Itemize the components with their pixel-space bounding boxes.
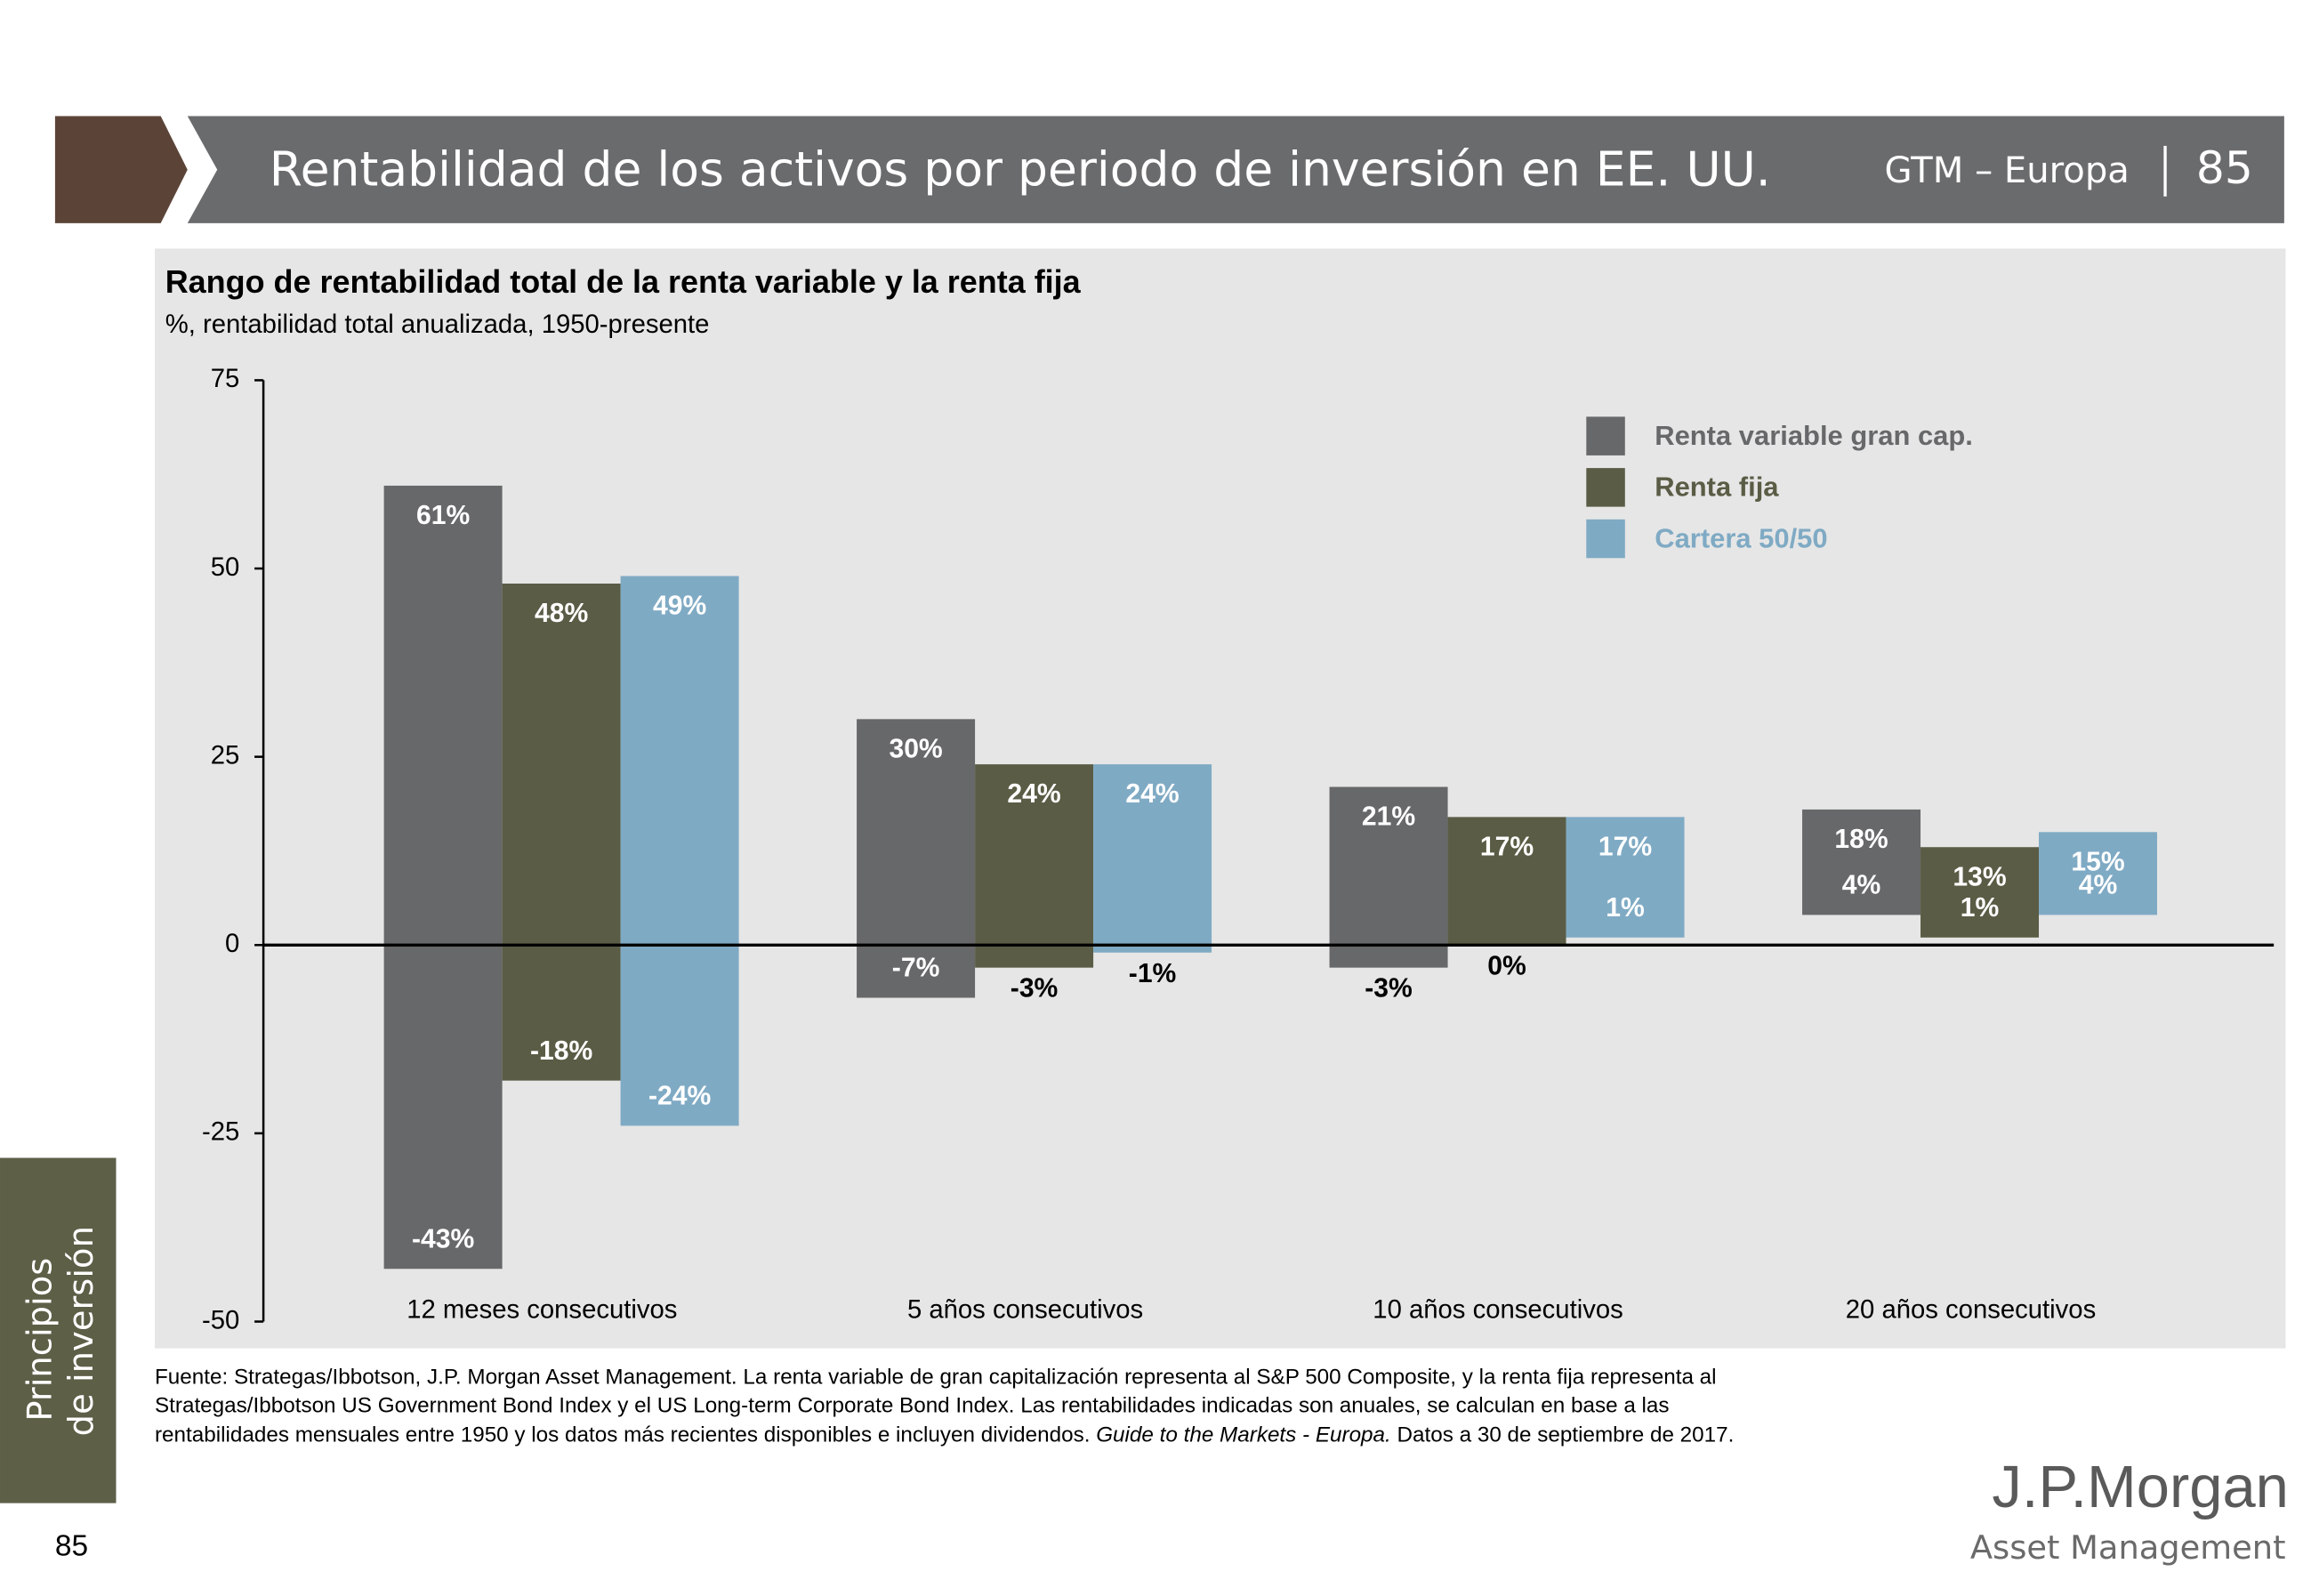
bar: [383, 485, 503, 1270]
bar: [502, 583, 621, 1081]
source-italic: Guide to the Markets - Europa.: [1096, 1423, 1391, 1447]
side-tab-label: Principios: [20, 1258, 60, 1422]
x-tick-label: 20 años consecutivos: [1846, 1296, 2096, 1325]
x-tick-label: 10 años consecutivos: [1373, 1296, 1623, 1325]
value-label: -3%: [1011, 974, 1059, 1004]
bar: [1093, 764, 1212, 953]
value-label: 24%: [1007, 779, 1060, 809]
header-title: Rentabilidad de los activos por periodo …: [270, 141, 1771, 197]
value-label: -7%: [892, 954, 940, 983]
logo-sub: Asset Management: [1970, 1528, 2286, 1567]
value-label: 24%: [1125, 779, 1179, 809]
source-line: Fuente: Strategas/Ibbotson, J.P. Morgan …: [155, 1365, 1717, 1389]
x-tick-label: 12 meses consecutivos: [407, 1296, 677, 1325]
x-tick-label: 5 años consecutivos: [907, 1296, 1143, 1325]
legend-swatch: [1586, 468, 1625, 507]
source-line: Strategas/Ibbotson US Government Bond In…: [155, 1393, 1670, 1417]
bar: [2039, 832, 2158, 915]
legend-label: Renta variable gran cap.: [1655, 420, 1973, 451]
value-label: -43%: [412, 1224, 474, 1253]
legend-label: Cartera 50/50: [1655, 522, 1827, 553]
chart-title: Rango de rentabilidad total de la renta …: [165, 263, 1082, 300]
value-label: -18%: [530, 1036, 592, 1066]
value-label: 48%: [535, 599, 588, 628]
header-bar: [187, 116, 2284, 223]
value-label: -24%: [648, 1082, 711, 1111]
value-label: 4%: [2079, 871, 2118, 900]
bar: [1329, 786, 1448, 968]
y-tick-label: 25: [211, 741, 240, 770]
logo-name: J.P.Morgan: [1992, 1454, 2289, 1520]
bar: [1920, 847, 2040, 938]
side-tab: [0, 1157, 117, 1503]
value-label: 15%: [2071, 847, 2124, 876]
y-tick-label: 75: [211, 365, 240, 393]
chart-subtitle: %, rentabilidad total anualizada, 1950-p…: [165, 310, 710, 339]
value-label: 0%: [1487, 951, 1526, 980]
value-label: -3%: [1365, 974, 1413, 1004]
y-tick-label: -50: [202, 1306, 239, 1334]
y-tick-label: 50: [211, 553, 240, 582]
bar: [857, 719, 976, 998]
value-label: 30%: [889, 734, 942, 763]
source-line: rentabilidades mensuales entre 1950 y lo…: [155, 1423, 1734, 1447]
value-label: 13%: [1953, 862, 2006, 891]
legend-swatch: [1586, 416, 1625, 455]
side-tab-label: de inversión: [61, 1226, 101, 1436]
bar: [975, 764, 1094, 968]
y-tick-label: -25: [202, 1118, 239, 1147]
value-label: -1%: [1129, 959, 1177, 988]
bar: [1447, 817, 1566, 946]
value-label: 17%: [1598, 832, 1652, 861]
value-label: 17%: [1480, 832, 1534, 861]
page-number: 85: [55, 1530, 88, 1563]
legend-label: Renta fija: [1655, 472, 1779, 503]
bar: [620, 576, 739, 1126]
bar: [1802, 809, 1921, 915]
value-label: 1%: [1961, 893, 2000, 923]
bar: [1566, 817, 1685, 938]
header-chevron: [54, 116, 188, 223]
source-text: rentabilidades mensuales entre 1950 y lo…: [155, 1423, 1090, 1447]
value-label: 4%: [1842, 871, 1881, 900]
value-label: 1%: [1606, 893, 1645, 923]
header-page: 85: [2196, 141, 2253, 194]
legend-swatch: [1586, 519, 1625, 559]
value-label: 21%: [1362, 802, 1415, 832]
value-label: 61%: [416, 501, 470, 530]
header-section: GTM – Europa: [1885, 150, 2130, 191]
y-tick-label: 0: [225, 930, 239, 958]
value-label: 18%: [1834, 825, 1888, 854]
value-label: 49%: [653, 592, 706, 621]
source-end: Datos a 30 de septiembre de 2017.: [1397, 1423, 1735, 1447]
